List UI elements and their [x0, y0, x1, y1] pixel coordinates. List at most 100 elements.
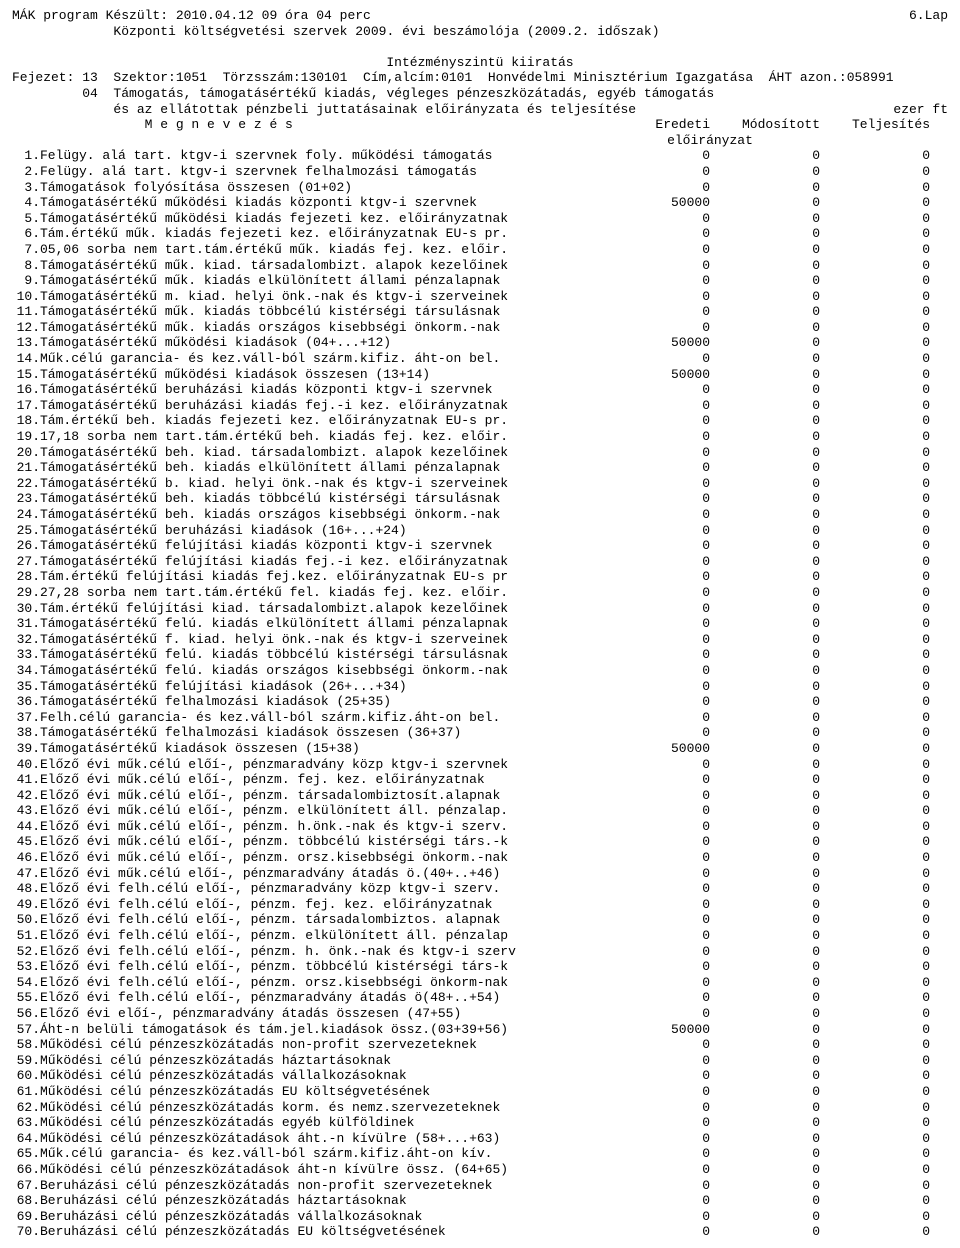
row-label: Működési célú pénzeszközátadás vállalkoz… [40, 1068, 600, 1084]
row-value-eredeti: 0 [600, 928, 710, 944]
row-value-teljesites: 0 [820, 413, 930, 429]
row-label: Támogatásértékű beh. kiadás többcélú kis… [40, 491, 600, 507]
row-number: 60. [12, 1068, 40, 1084]
row-label: Működési célú pénzeszközátadások áht-n k… [40, 1162, 600, 1178]
row-label: Műk.célú garancia- és kez.váll-ból szárm… [40, 351, 600, 367]
row-value-modositott: 0 [710, 445, 820, 461]
row-label: Felh.célú garancia- és kez.váll-ból szár… [40, 710, 600, 726]
table-row: 34. Támogatásértékű felú. kiadás országo… [12, 663, 948, 679]
row-number: 29. [12, 585, 40, 601]
row-value-modositott: 0 [710, 382, 820, 398]
row-number: 68. [12, 1193, 40, 1209]
table-row: 14. Műk.célú garancia- és kez.váll-ból s… [12, 351, 948, 367]
row-value-eredeti: 0 [600, 757, 710, 773]
table-row: 49. Előző évi felh.célú előí-, pénzm. fe… [12, 897, 948, 913]
row-value-teljesites: 0 [820, 772, 930, 788]
table-row: 28. Tám.értékű felújítási kiadás fej.kez… [12, 569, 948, 585]
row-number: 57. [12, 1022, 40, 1038]
row-number: 67. [12, 1178, 40, 1194]
header-line2: Központi költségvetési szervek 2009. évi… [12, 24, 948, 40]
row-number: 43. [12, 803, 40, 819]
row-value-teljesites: 0 [820, 1068, 930, 1084]
table-row: 12. Támogatásértékű műk. kiadás országos… [12, 320, 948, 336]
row-number: 27. [12, 554, 40, 570]
row-label: Támogatásértékű beh. kiadás elkülönített… [40, 460, 600, 476]
row-label: Támogatásértékű működési kiadás központi… [40, 195, 600, 211]
row-number: 28. [12, 569, 40, 585]
row-value-modositott: 0 [710, 476, 820, 492]
row-value-eredeti: 0 [600, 585, 710, 601]
row-label: Előző évi felh.célú előí-, pénzmaradvány… [40, 990, 600, 1006]
row-value-eredeti: 0 [600, 242, 710, 258]
row-value-teljesites: 0 [820, 990, 930, 1006]
row-value-teljesites: 0 [820, 523, 930, 539]
row-value-eredeti: 0 [600, 1178, 710, 1194]
row-value-teljesites: 0 [820, 601, 930, 617]
row-number: 44. [12, 819, 40, 835]
row-number: 31. [12, 616, 40, 632]
row-value-eredeti: 0 [600, 445, 710, 461]
row-label: Felügy. alá tart. ktgv-i szervnek felhal… [40, 164, 600, 180]
row-value-eredeti: 0 [600, 694, 710, 710]
row-value-teljesites: 0 [820, 289, 930, 305]
row-label: Előző évi műk.célú előí-, pénzm. h.önk.-… [40, 819, 600, 835]
table-row: 31. Támogatásértékű felú. kiadás elkülön… [12, 616, 948, 632]
row-number: 14. [12, 351, 40, 367]
row-number: 13. [12, 335, 40, 351]
row-value-eredeti: 0 [600, 710, 710, 726]
row-value-modositott: 0 [710, 1209, 820, 1225]
row-label: Támogatásértékű beruházási kiadások (16+… [40, 523, 600, 539]
row-value-teljesites: 0 [820, 585, 930, 601]
row-number: 5. [12, 211, 40, 227]
row-value-modositott: 0 [710, 741, 820, 757]
row-value-eredeti: 0 [600, 351, 710, 367]
row-number: 50. [12, 912, 40, 928]
row-value-modositott: 0 [710, 398, 820, 414]
title-center: Intézményszintü kiiratás [12, 55, 948, 71]
row-number: 54. [12, 975, 40, 991]
table-row: 35. Támogatásértékű felújítási kiadások … [12, 679, 948, 695]
row-number: 24. [12, 507, 40, 523]
row-label: Tám.értékű beh. kiadás fejezeti kez. elő… [40, 413, 600, 429]
row-number: 40. [12, 757, 40, 773]
table-row: 26. Támogatásértékű felújítási kiadás kö… [12, 538, 948, 554]
row-value-modositott: 0 [710, 460, 820, 476]
row-value-eredeti: 0 [600, 616, 710, 632]
row-value-modositott: 0 [710, 850, 820, 866]
row-value-modositott: 0 [710, 944, 820, 960]
row-label: Beruházási célú pénzeszközátadás non-pro… [40, 1178, 600, 1194]
row-value-teljesites: 0 [820, 1131, 930, 1147]
row-number: 35. [12, 679, 40, 695]
row-value-modositott: 0 [710, 819, 820, 835]
group-line2-left: és az ellátottak pénzbeli juttatásainak … [12, 102, 636, 118]
row-value-modositott: 0 [710, 164, 820, 180]
row-value-modositott: 0 [710, 866, 820, 882]
table-row: 46. Előző évi műk.célú előí-, pénzm. ors… [12, 850, 948, 866]
row-value-teljesites: 0 [820, 694, 930, 710]
table-row: 29. 27,28 sorba nem tart.tám.értékű fel.… [12, 585, 948, 601]
table-row: 58. Működési célú pénzeszközátadás non-p… [12, 1037, 948, 1053]
row-value-modositott: 0 [710, 1131, 820, 1147]
row-number: 1. [12, 148, 40, 164]
row-label: Tám.értékű felújítási kiad. társadalombi… [40, 601, 600, 617]
row-value-modositott: 0 [710, 803, 820, 819]
row-value-teljesites: 0 [820, 382, 930, 398]
row-value-modositott: 0 [710, 258, 820, 274]
table-row: 52. Előző évi felh.célú előí-, pénzm. h.… [12, 944, 948, 960]
row-value-modositott: 0 [710, 569, 820, 585]
row-value-modositott: 0 [710, 1006, 820, 1022]
row-value-modositott: 0 [710, 242, 820, 258]
row-label: 27,28 sorba nem tart.tám.értékű fel. kia… [40, 585, 600, 601]
table-row: 53. Előző évi felh.célú előí-, pénzm. tö… [12, 959, 948, 975]
row-value-eredeti: 0 [600, 289, 710, 305]
row-value-modositott: 0 [710, 1146, 820, 1162]
table-row: 20. Támogatásértékű beh. kiad. társadalo… [12, 445, 948, 461]
row-value-teljesites: 0 [820, 616, 930, 632]
row-label: Előző évi műk.célú előí-, pénzm. elkülön… [40, 803, 600, 819]
row-value-teljesites: 0 [820, 1209, 930, 1225]
row-value-teljesites: 0 [820, 1084, 930, 1100]
row-number: 21. [12, 460, 40, 476]
row-value-teljesites: 0 [820, 195, 930, 211]
row-label: Előző évi műk.célú előí-, pénzm. társada… [40, 788, 600, 804]
row-number: 63. [12, 1115, 40, 1131]
